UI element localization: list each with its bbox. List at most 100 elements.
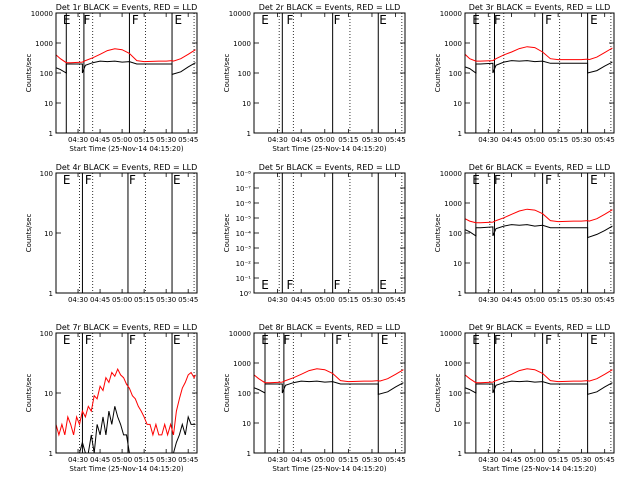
y-tick-label: 10: [453, 420, 462, 428]
panel-title: Det 2r BLACK = Events, RED = LLD: [259, 3, 401, 12]
series-line-0: [465, 368, 613, 384]
y-tick-label: 1: [458, 130, 462, 138]
x-tick-label: 05:30: [571, 456, 591, 464]
x-tick-label: 05:30: [362, 296, 382, 304]
plot-frame: [253, 332, 406, 454]
y-tick-label: 100: [40, 170, 53, 178]
y-tick-label: 1000: [35, 40, 53, 48]
x-tick-label: 04:45: [90, 136, 110, 144]
y-tick-label: 10000: [440, 10, 462, 18]
series-line-0: [465, 46, 613, 62]
x-tick-label: 05:15: [548, 296, 568, 304]
event-marker-label: E: [63, 13, 71, 27]
y-tick-label: 1: [247, 130, 251, 138]
y-tick-label: 10000: [440, 330, 462, 338]
x-tick-label: 05:00: [315, 456, 335, 464]
x-tick-label: 05:30: [362, 456, 382, 464]
event-marker-label: F: [85, 333, 92, 347]
x-tick-label: 05:15: [134, 456, 154, 464]
x-tick-label: 04:30: [68, 456, 88, 464]
event-marker-label: E: [472, 173, 480, 187]
y-tick-label: 10: [242, 420, 251, 428]
x-tick-label: 04:30: [268, 296, 288, 304]
x-tick-label: 05:45: [385, 456, 405, 464]
y-tick-label: 100: [449, 390, 462, 398]
y-axis-label: Counts/sec: [223, 374, 231, 413]
x-axis-label: Start Time (25-Nov-14 04:15:20): [69, 465, 183, 473]
y-axis-label: Counts/sec: [434, 214, 442, 253]
x-axis-label: Start Time (25-Nov-14 04:15:20): [272, 145, 386, 153]
x-tick-label: 05:15: [134, 296, 154, 304]
event-marker-label: F: [334, 13, 341, 27]
event-marker-label: E: [472, 13, 480, 27]
x-tick-label: 05:00: [315, 136, 335, 144]
y-tick-label: 1000: [444, 360, 462, 368]
y-tick-label: 10⁻⁷: [236, 185, 252, 193]
event-marker-label: F: [286, 278, 293, 292]
y-tick-label: 10000: [229, 10, 251, 18]
series-line-1: [56, 60, 196, 76]
x-tick-label: 05:15: [338, 136, 358, 144]
plot-area: [465, 13, 613, 133]
panel-det-7: Det 7r BLACK = Events, RED = LLD 1 10 100 04…: [25, 323, 198, 473]
x-tick-label: 04:30: [268, 136, 288, 144]
x-tick-label: 05:30: [571, 136, 591, 144]
panel-title: Det 6r BLACK = Events, RED = LLD: [469, 163, 611, 172]
series-line-1: [56, 406, 196, 453]
x-tick-label: 05:00: [315, 296, 335, 304]
y-axis-label: Counts/sec: [223, 214, 231, 253]
event-marker-label: F: [283, 333, 290, 347]
series-line-0: [56, 367, 196, 437]
x-tick-label: 05:30: [156, 136, 176, 144]
y-tick-label: 10: [453, 260, 462, 268]
y-axis-label: Counts/sec: [25, 374, 33, 413]
event-marker-label: E: [472, 333, 480, 347]
plot-area: [56, 13, 196, 133]
x-tick-label: 05:45: [178, 456, 198, 464]
x-tick-label: 05:00: [112, 136, 132, 144]
y-tick-label: 10⁻⁵: [236, 215, 252, 223]
x-tick-label: 05:45: [385, 296, 405, 304]
y-tick-label: 1: [49, 450, 53, 458]
panel-title: Det 3r BLACK = Events, RED = LLD: [469, 3, 611, 12]
series-line-1: [465, 380, 613, 396]
event-marker-label: F: [129, 333, 136, 347]
panel-det-2: Det 2r BLACK = Events, RED = LLD 1 10 100 10…: [223, 3, 406, 153]
y-tick-label: 10000: [229, 330, 251, 338]
x-tick-label: 05:00: [112, 296, 132, 304]
series-line-0: [56, 48, 196, 64]
plot-area: [254, 333, 404, 453]
x-tick-label: 05:15: [134, 136, 154, 144]
x-tick-label: 05:45: [178, 296, 198, 304]
x-tick-label: 04:45: [501, 296, 521, 304]
y-axis-label: Counts/sec: [223, 54, 231, 93]
y-tick-label: 10⁻⁸: [236, 170, 252, 178]
event-marker-label: E: [379, 278, 387, 292]
plot-frame: [464, 12, 615, 134]
plot-area: [465, 333, 613, 453]
x-axis-label: Start Time (25-Nov-14 04:15:20): [482, 465, 596, 473]
y-tick-label: 10⁰: [239, 290, 251, 298]
y-tick-label: 1000: [444, 40, 462, 48]
y-tick-label: 10⁻¹: [236, 275, 252, 283]
panel-title: Det 8r BLACK = Events, RED = LLD: [259, 323, 401, 332]
plot-frame: [464, 172, 615, 294]
event-marker-label: F: [85, 173, 92, 187]
x-tick-label: 05:30: [156, 456, 176, 464]
event-marker-label: F: [286, 13, 293, 27]
x-tick-label: 04:45: [291, 136, 311, 144]
event-marker-label: E: [175, 13, 183, 27]
x-axis-label: Start Time (25-Nov-14 04:15:20): [272, 465, 386, 473]
x-tick-label: 05:45: [595, 456, 615, 464]
y-tick-label: 1: [49, 130, 53, 138]
plot-frame: [55, 172, 198, 294]
y-tick-label: 1: [458, 450, 462, 458]
panel-det-8: Det 8r BLACK = Events, RED = LLD 1 10 100 10…: [223, 323, 406, 473]
y-tick-label: 1000: [444, 200, 462, 208]
plot-area: [465, 173, 613, 293]
event-marker-label: E: [173, 173, 181, 187]
panel-title: Det 7r BLACK = Events, RED = LLD: [56, 323, 198, 332]
panel-det-5: Det 5r BLACK = Events, RED = LLD 10⁰ 10⁻¹ 1…: [223, 163, 406, 304]
event-marker-label: F: [132, 13, 139, 27]
